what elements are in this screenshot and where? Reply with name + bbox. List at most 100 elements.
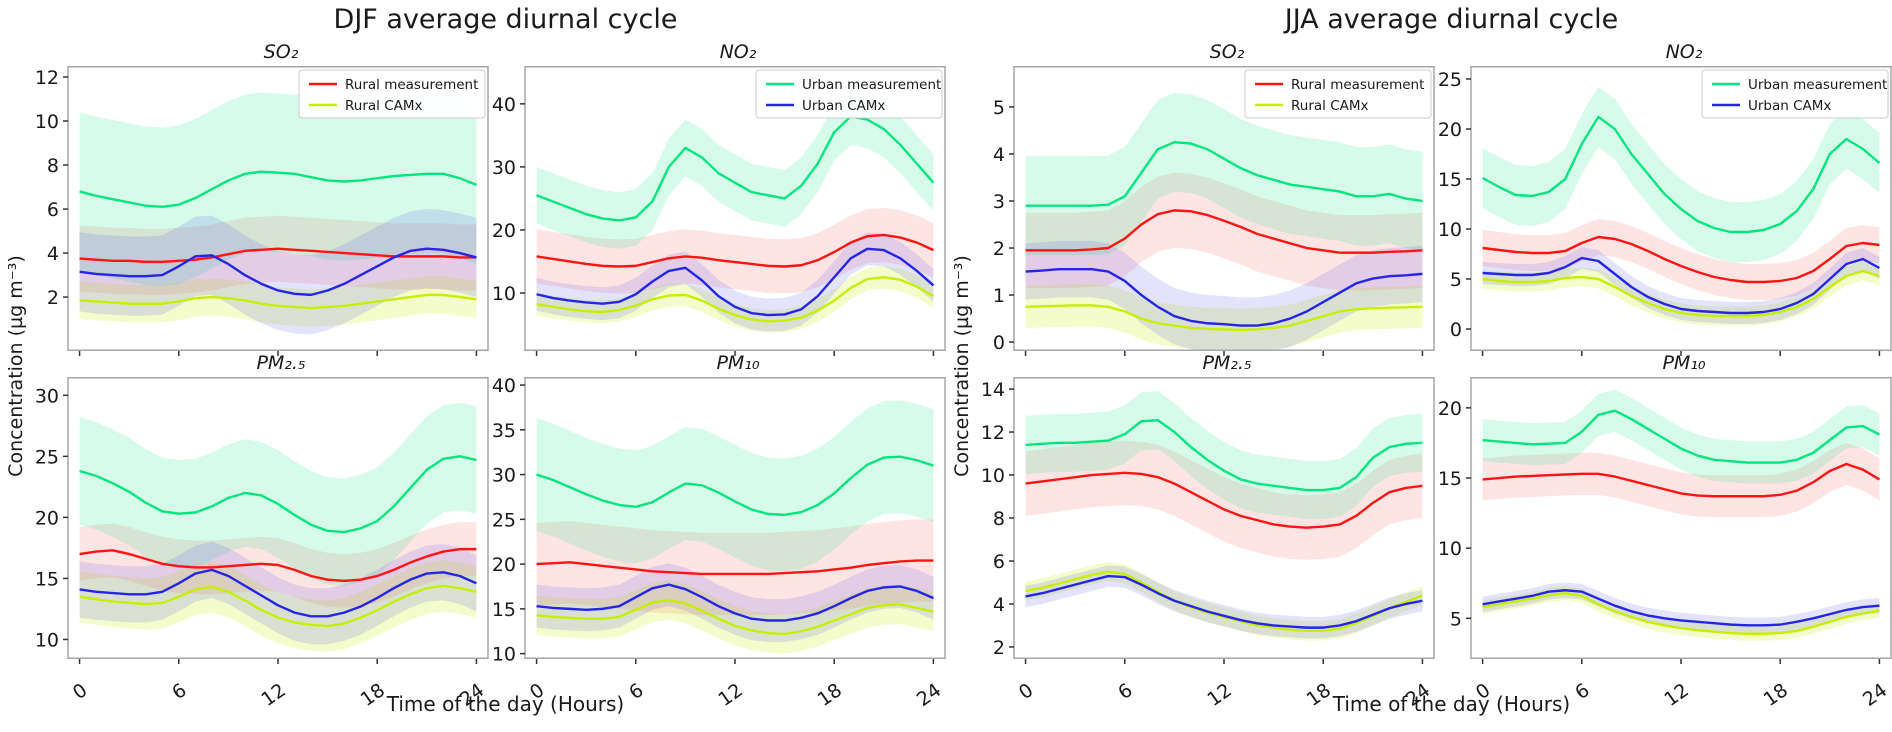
subplot-djf-so2: SO₂ 2 4 6 8 10 12 Rural measurement Rural CAMx	[20, 40, 494, 359]
series-band-urban-camx	[536, 563, 934, 642]
y-tick-label: 5	[993, 97, 1005, 119]
y-tick-label: 20	[1438, 119, 1462, 141]
legend-label-urban-camx: Urban CAMx	[802, 98, 885, 114]
x-axis	[78, 351, 478, 356]
series-band-urban-measurement	[79, 402, 477, 586]
series-line-urban-measurement	[79, 170, 477, 209]
y-tick-label: 14	[981, 379, 1005, 401]
y-tick-label: 2	[993, 637, 1005, 659]
y-axis: 0 1 2 3 4 5	[993, 97, 1014, 354]
legend: Rural measurement Rural CAMx	[1244, 69, 1432, 119]
plot-area: 5 10 15 20 0 6 12 18 24	[1423, 377, 1892, 717]
series-line-urban-measurement	[1482, 409, 1880, 464]
series-band-urban-measurement	[1025, 391, 1423, 520]
y-tick-label: 1	[993, 285, 1005, 307]
subplot-title: PM₁₀	[1662, 352, 1706, 374]
plot-area: 0 5 10 15 20 25 Urban measurement Urban CAMx	[1423, 66, 1892, 359]
series-lines	[1482, 409, 1881, 635]
y-tick-label: 4	[47, 243, 59, 265]
djf-title: DJF average diurnal cycle	[333, 4, 678, 35]
series-band-rural-measurement	[536, 519, 934, 616]
series-line-rural-camx	[1025, 304, 1423, 332]
subplot-jja-no2: NO₂ 0 5 10 15 20 25 Urban measurement Urban CAM…	[1423, 40, 1892, 359]
series-line-urban-camx	[1482, 256, 1880, 315]
series-lines	[1025, 419, 1423, 633]
y-axis: 2 4 6 8 10 12 14	[981, 379, 1014, 659]
y-tick-label: 4	[993, 144, 1005, 166]
panel-group-jja: JJA average diurnal cycle Concentration …	[946, 0, 1892, 732]
series-line-urban-camx	[79, 568, 477, 618]
plot-area: 10 15 20 25 30 0 6 12 18 24	[20, 377, 494, 717]
series-line-urban-measurement	[79, 455, 477, 534]
series-band-rural-measurement	[1482, 219, 1880, 300]
series-line-rural-camx	[1482, 269, 1880, 318]
y-tick-label: 30	[35, 385, 59, 407]
x-axis	[535, 351, 935, 356]
series-line-rural-camx	[536, 598, 934, 636]
y-tick-label: 30	[492, 465, 516, 487]
series-line-urban-measurement	[1025, 140, 1423, 207]
series-line-rural-camx	[1482, 591, 1880, 635]
uncertainty-bands	[536, 400, 934, 654]
y-tick-label: 12	[981, 422, 1005, 444]
y-tick-label: 5	[1450, 269, 1462, 291]
series-band-rural-measurement	[79, 215, 477, 295]
y-tick-label: 10	[1438, 219, 1462, 241]
y-tick-label: 20	[492, 554, 516, 576]
plot-frame	[524, 377, 946, 659]
subplot-title: NO₂	[719, 41, 757, 63]
plot-area: 10 20 30 40 Urban measurement Urban CAMx	[477, 66, 951, 359]
y-tick-label: 20	[35, 507, 59, 529]
series-lines	[536, 455, 934, 636]
series-line-urban-camx	[1025, 267, 1423, 327]
legend-label-rural-measurement: Rural measurement	[1291, 77, 1424, 93]
y-tick-label: 15	[492, 599, 516, 621]
series-band-urban-camx	[1482, 247, 1880, 324]
y-axis: 0 5 10 15 20 25	[1438, 69, 1471, 341]
y-tick-label: 25	[492, 509, 516, 531]
series-band-urban-camx	[1025, 240, 1423, 351]
series-line-rural-measurement	[1025, 471, 1423, 529]
chart-svg-jja-no2: 0 5 10 15 20 25 Urban measurement Urban CAMx	[1438, 66, 1892, 356]
y-axis: 2 4 6 8 10 12	[35, 67, 68, 309]
series-line-rural-camx	[79, 293, 477, 310]
y-axis: 10 20 30 40	[492, 94, 525, 305]
series-band-urban-camx	[79, 209, 477, 335]
series-band-urban-camx	[79, 541, 477, 645]
series-lines	[1025, 140, 1423, 332]
series-line-urban-camx	[536, 583, 934, 622]
y-tick-label: 8	[993, 508, 1005, 530]
series-line-urban-camx	[1025, 574, 1423, 629]
series-band-rural-camx	[79, 276, 477, 327]
y-tick-label: 40	[492, 94, 516, 116]
y-tick-label: 25	[35, 446, 59, 468]
y-tick-label: 10	[1438, 538, 1462, 560]
legend: Urban measurement Urban CAMx	[1701, 69, 1889, 119]
plot-area: 2 4 6 8 10 12 14 0 6 12 18 24	[966, 377, 1440, 717]
series-line-urban-camx	[79, 247, 477, 297]
uncertainty-bands	[1482, 389, 1880, 641]
y-tick-label: 0	[1450, 319, 1462, 341]
series-line-rural-measurement	[79, 247, 477, 264]
series-line-urban-camx	[536, 247, 935, 317]
subplot-title: PM₂.₅	[1202, 352, 1252, 374]
subplot-title: PM₂.₅	[256, 352, 306, 374]
legend-label-urban-measurement: Urban measurement	[1748, 77, 1887, 93]
subplot-title: PM₁₀	[716, 352, 760, 374]
series-band-urban-measurement	[1025, 92, 1423, 256]
subplot-title: SO₂	[263, 41, 299, 63]
subplot-djf-pm25: PM₂.₅ 10 15 20 25 30 0 6 12 18 24	[20, 351, 494, 717]
series-lines	[1482, 115, 1881, 318]
y-tick-label: 3	[993, 191, 1005, 213]
subplot-djf-no2: NO₂ 10 20 30 40 Urban measurement Urban CAMx	[477, 40, 951, 359]
series-band-rural-camx	[1025, 562, 1423, 641]
series-band-rural-camx	[536, 265, 934, 333]
y-tick-label: 10	[35, 629, 59, 651]
uncertainty-bands	[536, 88, 934, 333]
legend-box	[755, 69, 943, 119]
series-band-urban-camx	[1025, 565, 1423, 639]
legend-label-rural-camx: Rural CAMx	[345, 98, 423, 114]
legend: Rural measurement Rural CAMx	[298, 69, 486, 119]
series-line-rural-measurement	[536, 233, 934, 268]
chart-svg-djf-no2: 10 20 30 40 Urban measurement Urban CAMx	[492, 66, 946, 356]
